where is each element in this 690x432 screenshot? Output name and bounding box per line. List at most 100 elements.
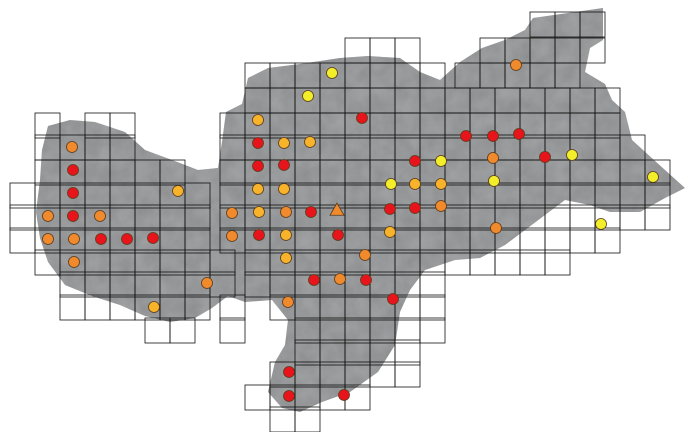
- grid-cell: [184, 204, 211, 231]
- observation-dot-red: [308, 274, 320, 286]
- utm-grid: [9, 11, 671, 432]
- grid-cell: [594, 112, 621, 139]
- observation-dot-light_orange: [148, 301, 160, 313]
- observation-markers: [42, 59, 659, 402]
- region-terrain-shape: [36, 8, 685, 412]
- observation-dot-orange: [334, 273, 346, 285]
- observation-dot-orange: [68, 233, 80, 245]
- grid-cell: [494, 249, 521, 276]
- observation-dot-light_orange: [253, 206, 265, 218]
- observation-dot-orange: [487, 152, 499, 164]
- observation-dot-orange: [94, 210, 106, 222]
- observation-dot-red: [252, 137, 264, 149]
- observation-dot-light_orange: [435, 178, 447, 190]
- grid-cell: [109, 112, 136, 139]
- grid-cell: [644, 182, 671, 209]
- grid-cell: [419, 294, 446, 321]
- grid-cell: [244, 384, 271, 411]
- observation-dot-red: [332, 229, 344, 241]
- observation-dot-orange: [490, 222, 502, 234]
- grid-cell: [294, 406, 321, 432]
- observation-dot-orange: [359, 249, 371, 261]
- grid-cell: [519, 227, 546, 254]
- observation-dot-yellow: [647, 171, 659, 183]
- observation-dot-red: [338, 389, 350, 401]
- observation-dot-orange: [510, 59, 522, 71]
- grid-cell: [269, 406, 296, 432]
- observation-dot-red: [67, 210, 79, 222]
- observation-dot-orange: [68, 256, 80, 268]
- observation-dot-yellow: [435, 155, 447, 167]
- observation-dot-red: [356, 112, 368, 124]
- grid-cell: [9, 182, 36, 209]
- observation-dot-orange: [280, 206, 292, 218]
- grid-cell: [544, 227, 571, 254]
- observation-dot-orange: [435, 200, 447, 212]
- grid-cell: [144, 317, 171, 344]
- observation-dot-red: [278, 159, 290, 171]
- grid-cell: [9, 227, 36, 254]
- grid-cell: [34, 112, 61, 139]
- observation-dot-red: [539, 151, 551, 163]
- observation-dot-red: [252, 160, 264, 172]
- grid-cell: [209, 249, 236, 276]
- grid-cell: [219, 294, 246, 321]
- observation-dot-orange: [42, 210, 54, 222]
- observation-dot-yellow: [595, 218, 607, 230]
- grid-cell: [569, 204, 596, 231]
- observation-triangle-orange: [329, 202, 345, 216]
- grid-cell: [394, 361, 421, 388]
- observation-dot-light_orange: [384, 226, 396, 238]
- observation-dot-light_orange: [280, 252, 292, 264]
- observation-dot-light_orange: [280, 229, 292, 241]
- observation-dot-red: [283, 366, 295, 378]
- observation-dot-red: [95, 233, 107, 245]
- grid-cell: [579, 11, 606, 38]
- grid-cell: [169, 317, 196, 344]
- observation-dot-red: [147, 232, 159, 244]
- observation-dot-yellow: [385, 178, 397, 190]
- observation-dot-light_orange: [304, 136, 316, 148]
- observation-dot-red: [409, 155, 421, 167]
- grid-cell: [184, 227, 211, 254]
- grid-cell: [419, 317, 446, 344]
- observation-dot-yellow: [566, 149, 578, 161]
- observation-dot-red: [121, 233, 133, 245]
- observation-dot-red: [305, 206, 317, 218]
- observation-dot-light_orange: [278, 183, 290, 195]
- observation-dot-yellow: [488, 175, 500, 187]
- grid-cell: [9, 204, 36, 231]
- grid-cell: [159, 159, 186, 186]
- observation-dot-orange: [226, 207, 238, 219]
- observation-dot-red: [384, 203, 396, 215]
- observation-dot-red: [487, 130, 499, 142]
- grid-cell: [594, 227, 621, 254]
- observation-dot-light_orange: [252, 183, 264, 195]
- grid-cell: [569, 227, 596, 254]
- grid-cell: [394, 317, 421, 344]
- grid-cell: [419, 271, 446, 298]
- grid-cell: [644, 204, 671, 231]
- observation-dot-red: [409, 202, 421, 214]
- grid-cell: [394, 339, 421, 366]
- grid-cell: [219, 317, 246, 344]
- observation-dot-light_orange: [278, 137, 290, 149]
- observation-dot-orange: [201, 277, 213, 289]
- observation-dot-light_orange: [409, 178, 421, 190]
- grid-cell: [184, 182, 211, 209]
- grid-cell: [59, 294, 86, 321]
- grid-cell: [519, 249, 546, 276]
- observation-dot-red: [360, 274, 372, 286]
- grid-cell: [184, 294, 211, 321]
- observation-dot-yellow: [302, 90, 314, 102]
- observation-dot-orange: [42, 233, 54, 245]
- observation-dot-red: [253, 229, 265, 241]
- observation-dot-orange: [66, 141, 78, 153]
- grid-cell: [579, 37, 606, 64]
- observation-dot-red: [460, 130, 472, 142]
- observation-dot-red: [283, 390, 295, 402]
- observation-dot-light_orange: [172, 185, 184, 197]
- observation-dot-orange: [226, 230, 238, 242]
- observation-dot-red: [67, 187, 79, 199]
